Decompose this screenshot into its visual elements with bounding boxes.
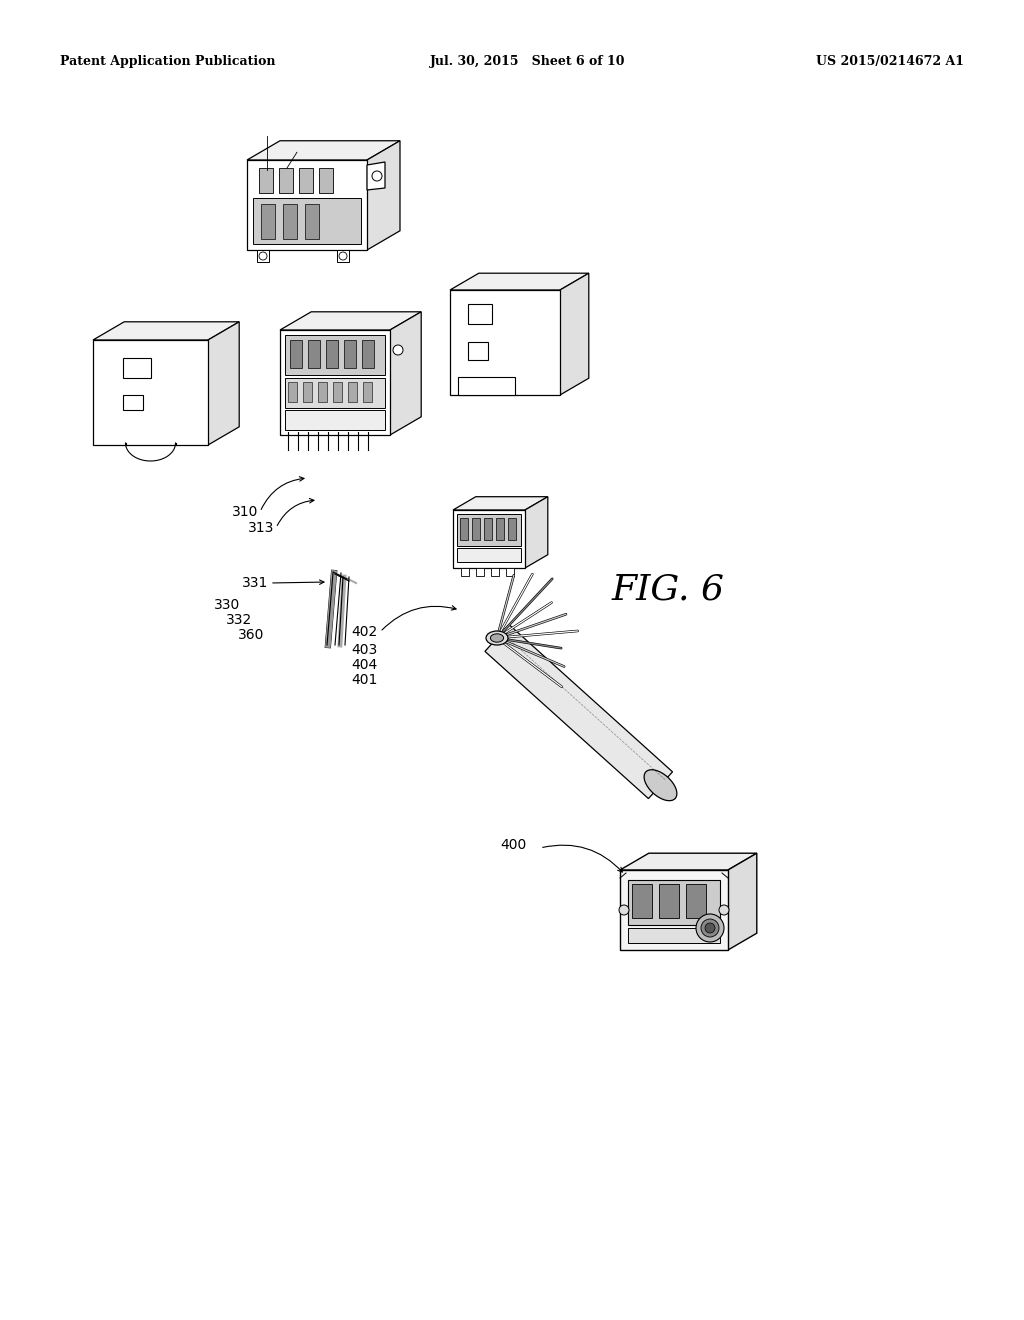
Bar (628, 880, 720, 925)
Ellipse shape (644, 770, 677, 801)
Text: Jul. 30, 2015   Sheet 6 of 10: Jul. 30, 2015 Sheet 6 of 10 (430, 55, 626, 69)
Polygon shape (453, 510, 525, 568)
Bar (362, 341, 374, 368)
Circle shape (618, 906, 629, 915)
Polygon shape (506, 568, 514, 576)
Bar (123, 358, 151, 378)
Bar (508, 517, 516, 540)
Polygon shape (560, 273, 589, 395)
Bar (319, 168, 333, 193)
Polygon shape (208, 322, 240, 445)
Polygon shape (450, 273, 589, 290)
Text: 310: 310 (231, 506, 258, 519)
Bar (261, 205, 275, 239)
Polygon shape (367, 162, 385, 190)
Text: 330: 330 (214, 598, 240, 612)
Bar (253, 198, 361, 244)
Text: 401: 401 (351, 673, 378, 686)
Polygon shape (257, 249, 269, 261)
Bar (259, 168, 273, 193)
Bar (283, 205, 297, 239)
Bar (362, 381, 372, 403)
Text: 404: 404 (352, 657, 378, 672)
Polygon shape (280, 312, 421, 330)
Bar (318, 381, 327, 403)
Bar (468, 304, 492, 323)
Polygon shape (247, 141, 400, 160)
Bar (285, 378, 385, 408)
Bar (288, 381, 297, 403)
Text: 331: 331 (242, 576, 268, 590)
Bar (686, 884, 706, 917)
Circle shape (393, 345, 403, 355)
Polygon shape (93, 341, 208, 445)
Bar (123, 395, 143, 411)
Text: US 2015/0214672 A1: US 2015/0214672 A1 (816, 55, 964, 69)
Polygon shape (490, 568, 499, 576)
Bar (299, 168, 313, 193)
Text: 402: 402 (352, 624, 378, 639)
Bar (348, 381, 357, 403)
Bar (326, 341, 338, 368)
Bar (285, 335, 385, 375)
Circle shape (259, 252, 267, 260)
Polygon shape (280, 330, 390, 436)
Text: 400: 400 (500, 838, 526, 851)
Bar (632, 884, 652, 917)
Polygon shape (728, 853, 757, 950)
Bar (279, 168, 293, 193)
Bar (472, 517, 480, 540)
Ellipse shape (486, 631, 508, 645)
Bar (457, 513, 521, 546)
Bar (457, 548, 521, 562)
Text: Patent Application Publication: Patent Application Publication (60, 55, 275, 69)
Text: 360: 360 (238, 628, 264, 642)
Polygon shape (453, 496, 548, 510)
Bar (285, 411, 385, 430)
Polygon shape (450, 290, 560, 395)
Polygon shape (525, 496, 548, 568)
Polygon shape (367, 141, 400, 249)
Ellipse shape (490, 634, 504, 643)
Polygon shape (620, 853, 757, 870)
Text: 403: 403 (352, 643, 378, 657)
Polygon shape (390, 312, 421, 436)
Bar (344, 341, 356, 368)
Polygon shape (458, 378, 515, 395)
Bar (290, 341, 302, 368)
Circle shape (719, 906, 729, 915)
Polygon shape (337, 249, 349, 261)
Bar (305, 205, 319, 239)
Circle shape (701, 919, 719, 937)
Polygon shape (476, 568, 484, 576)
Polygon shape (93, 322, 240, 341)
Circle shape (372, 172, 382, 181)
Bar (308, 341, 319, 368)
Bar (460, 517, 468, 540)
Circle shape (696, 913, 724, 942)
Polygon shape (247, 160, 367, 249)
Text: FIG. 6: FIG. 6 (611, 573, 725, 607)
Text: 332: 332 (225, 612, 252, 627)
Bar (303, 381, 312, 403)
Bar (659, 884, 679, 917)
Bar (333, 381, 342, 403)
Bar (628, 928, 720, 942)
Polygon shape (461, 568, 469, 576)
Circle shape (705, 923, 715, 933)
Bar (496, 517, 504, 540)
Polygon shape (620, 870, 728, 950)
Text: 313: 313 (248, 521, 274, 535)
Circle shape (339, 252, 347, 260)
Bar (468, 342, 488, 360)
Polygon shape (485, 624, 673, 799)
Bar (484, 517, 492, 540)
